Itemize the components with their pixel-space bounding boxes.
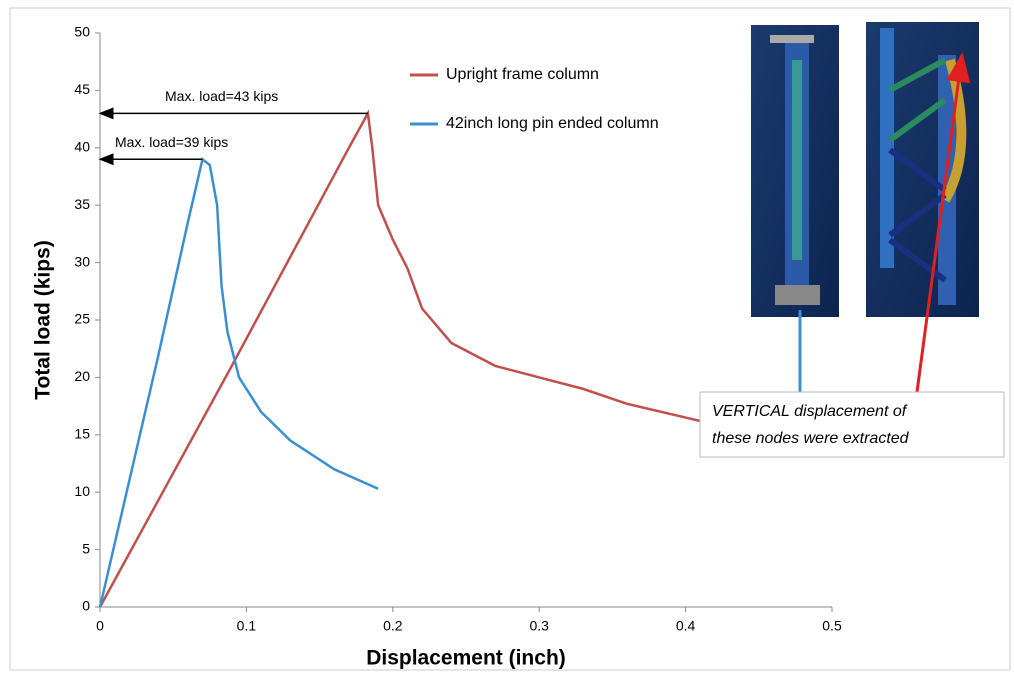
- x-tick-label: 0.4: [676, 618, 696, 634]
- series-line: [100, 159, 378, 607]
- annotation: Max. load=39 kips: [115, 134, 228, 150]
- x-tick-label: 0.2: [383, 618, 403, 634]
- x-tick-label: 0.5: [822, 618, 842, 634]
- y-tick-label: 0: [82, 598, 90, 614]
- y-tick-label: 5: [82, 540, 90, 556]
- y-tick-label: 15: [74, 426, 90, 442]
- legend-label: Upright frame column: [446, 66, 599, 83]
- callout-box: [700, 392, 1004, 457]
- x-axis-title: Displacement (inch): [366, 647, 566, 670]
- x-tick-label: 0: [96, 618, 104, 634]
- frame: [10, 8, 1010, 670]
- y-tick-label: 10: [74, 483, 90, 499]
- x-tick-label: 0.1: [237, 618, 257, 634]
- y-tick-label: 25: [74, 311, 90, 327]
- y-tick-label: 50: [74, 24, 90, 40]
- x-tick-label: 0.3: [529, 618, 549, 634]
- series-line: [100, 113, 715, 607]
- callout-text: VERTICAL displacement of: [712, 403, 908, 420]
- y-tick-label: 30: [74, 253, 90, 269]
- y-axis-title: Total load (kips): [32, 240, 55, 399]
- legend-label: 42inch long pin ended column: [446, 115, 659, 132]
- y-tick-label: 40: [74, 139, 90, 155]
- annotation: Max. load=43 kips: [165, 88, 278, 104]
- y-tick-label: 35: [74, 196, 90, 212]
- fe-images: [751, 22, 979, 392]
- chart: Displacement (inch) Total load (kips) 0 5…: [0, 0, 1014, 673]
- y-tick-label: 20: [74, 368, 90, 384]
- y-tick-label: 45: [74, 81, 90, 97]
- callout-text: these nodes were extracted: [712, 430, 910, 447]
